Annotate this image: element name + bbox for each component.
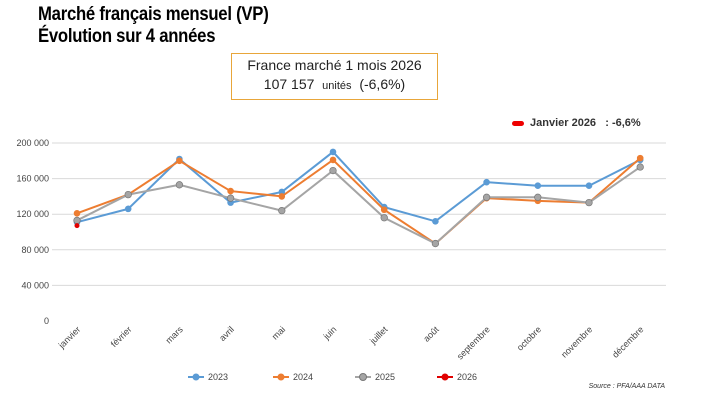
annotation-marker-icon xyxy=(512,120,524,126)
x-tick-label: décembre xyxy=(610,324,645,359)
legend-marker-2025 xyxy=(359,373,367,381)
highlight-value: 107 157 xyxy=(263,76,315,92)
data-point-2023 xyxy=(329,148,337,156)
source-note: Source : PFA/AAA DATA xyxy=(588,383,665,390)
data-point-2023 xyxy=(432,218,439,225)
series-line-2023 xyxy=(76,150,641,224)
y-tick-label: 0 xyxy=(44,316,49,326)
data-point-2023 xyxy=(534,182,542,190)
data-point-2025 xyxy=(636,163,644,171)
y-tick-label: 80 000 xyxy=(21,245,49,255)
data-point-2025 xyxy=(226,194,235,202)
data-point-2023 xyxy=(124,205,132,213)
title-line-2: Évolution sur 4 années xyxy=(38,26,216,47)
legend-label-2023: 2023 xyxy=(208,372,228,382)
legend-marker-2026 xyxy=(441,373,449,381)
data-point-2025 xyxy=(278,206,286,215)
x-tick-label: janvier xyxy=(56,324,83,351)
x-tick-label: novembre xyxy=(559,324,594,359)
highlight-box: France marché 1 mois 2026 107 157 unités… xyxy=(231,53,438,100)
data-point-2025 xyxy=(175,181,184,189)
annotation-jan-2026: Janvier 2026 : -6,6% xyxy=(512,117,641,129)
chart-title: Marché français mensuel (VP) Évolution s… xyxy=(38,4,269,48)
data-point-2025 xyxy=(124,190,132,199)
data-point-2023 xyxy=(483,178,490,186)
data-point-2024 xyxy=(329,156,337,164)
x-tick-label: mars xyxy=(164,324,186,346)
series-line-2024 xyxy=(76,157,641,245)
data-point-2025 xyxy=(380,214,388,222)
highlight-change: (-6,6%) xyxy=(359,76,406,92)
x-tick-label: septembre xyxy=(455,324,492,361)
y-tick-label: 120 000 xyxy=(16,209,49,219)
legend-label-2024: 2024 xyxy=(293,372,313,382)
legend-label-2026: 2026 xyxy=(457,372,477,382)
legend-marker-2023 xyxy=(192,373,200,381)
data-point-2025 xyxy=(329,166,337,175)
x-tick-label: mai xyxy=(270,324,287,341)
x-tick-label: juin xyxy=(321,324,339,342)
data-point-2024 xyxy=(176,157,183,165)
x-tick-label: février xyxy=(109,324,134,349)
legend-label-2025: 2025 xyxy=(375,372,395,382)
annotation-label: Janvier 2026 xyxy=(530,117,597,129)
data-point-2025 xyxy=(431,239,440,248)
title-line-1: Marché français mensuel (VP) xyxy=(38,4,269,25)
data-point-2025 xyxy=(534,193,542,201)
data-point-2024 xyxy=(73,210,81,217)
x-tick-label: août xyxy=(421,324,441,344)
highlight-unit: unités xyxy=(322,80,352,92)
y-tick-label: 40 000 xyxy=(21,280,49,290)
data-point-2024 xyxy=(227,187,234,195)
data-point-2024 xyxy=(278,193,286,200)
data-point-2023 xyxy=(585,182,593,190)
data-point-2024 xyxy=(636,154,644,162)
x-tick-label: avril xyxy=(217,324,236,343)
data-point-2025 xyxy=(482,193,491,201)
x-tick-label: octobre xyxy=(515,324,543,352)
data-point-2026 xyxy=(74,223,80,229)
data-point-2024 xyxy=(380,206,388,214)
series-line-2025 xyxy=(76,166,641,245)
legend-marker-2024 xyxy=(277,373,285,381)
y-tick-label: 160 000 xyxy=(16,174,49,184)
y-tick-label: 200 000 xyxy=(16,138,49,148)
data-point-2025 xyxy=(585,198,593,207)
x-tick-label: juillet xyxy=(367,324,390,347)
highlight-line-1: France marché 1 mois 2026 xyxy=(247,57,422,73)
annotation-value: : -6,6% xyxy=(605,117,641,129)
data-point-2025 xyxy=(73,216,81,225)
